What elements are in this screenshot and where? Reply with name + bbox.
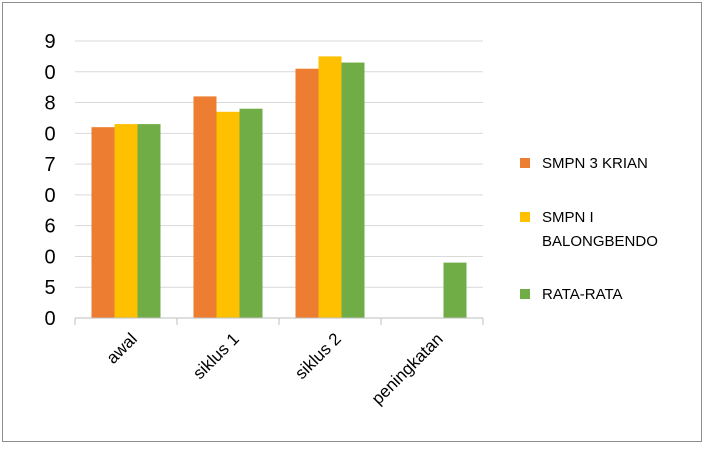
y-tick-label: 0 (44, 123, 55, 145)
bar (318, 56, 342, 319)
y-tick-label: 8 (44, 93, 55, 115)
y-tick-label: 0 (44, 185, 55, 207)
chart-area: 9 0 8 0 7 0 6 0 5 0 awal siklus 1 siklus 2 peningkat… (2, 2, 702, 442)
legend-swatch (520, 289, 530, 299)
x-tick-labels: awal siklus 1 siklus 2 peningkatan (103, 329, 447, 408)
legend-swatch (520, 158, 530, 168)
x-tick-label: peningkatan (368, 329, 447, 408)
y-tick-label: 5 (44, 277, 55, 299)
bar (216, 111, 240, 319)
bar (114, 124, 138, 318)
legend-label: RATA-RATA (542, 286, 623, 303)
axes (74, 317, 484, 325)
bar (239, 108, 263, 318)
x-tick-label: awal (103, 329, 141, 367)
legend-label: SMPN 3 KRIAN (542, 155, 648, 172)
y-tick-label: 0 (44, 308, 55, 330)
legend: SMPN 3 KRIAN SMPN I BALONGBENDO RATA-RATA (520, 155, 658, 303)
bar (443, 262, 467, 318)
bar-chart: 9 0 8 0 7 0 6 0 5 0 awal siklus 1 siklus 2 peningkat… (44, 31, 658, 408)
bar (295, 68, 319, 318)
y-tick-label: 0 (44, 62, 55, 84)
y-tick-labels: 9 0 8 0 7 0 6 0 5 0 (44, 31, 55, 330)
bar (193, 96, 217, 319)
x-tick-label: siklus 1 (189, 329, 243, 383)
y-tick-label: 9 (44, 31, 55, 53)
x-tick-label: siklus 2 (291, 329, 345, 383)
y-tick-label: 6 (44, 216, 55, 238)
bar (91, 127, 115, 318)
legend-swatch (520, 212, 530, 222)
y-tick-label: 0 (44, 246, 55, 268)
bar (341, 62, 365, 318)
bar (137, 124, 161, 318)
bars (91, 56, 467, 319)
y-tick-label: 7 (44, 154, 55, 176)
legend-label: SMPN I BALONGBENDO (542, 209, 658, 250)
